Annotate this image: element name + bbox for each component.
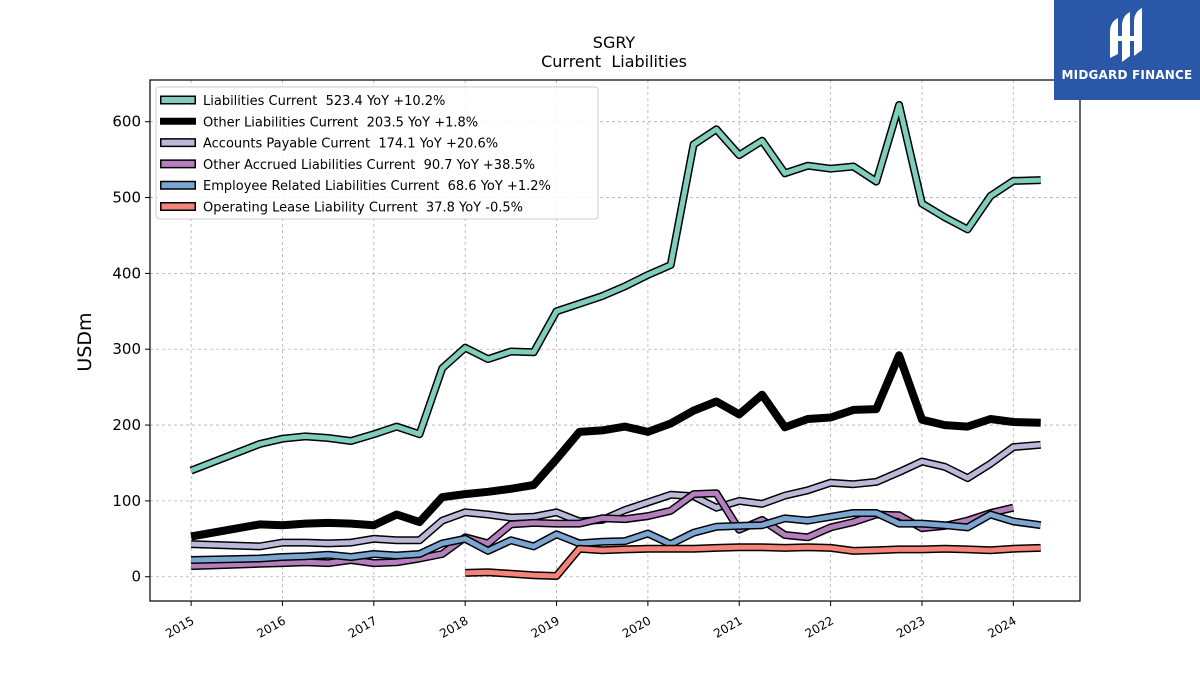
chart-subtitle: Current Liabilities <box>541 52 687 71</box>
series-line <box>190 102 1041 473</box>
midgard-logo-icon <box>1110 8 1142 62</box>
chart-title: SGRY <box>593 33 636 52</box>
legend-label: Employee Related Liabilities Current 68.… <box>203 179 551 194</box>
y-tick-label: 200 <box>112 416 141 434</box>
legend-box <box>155 86 599 220</box>
x-tick-label: 2017 <box>346 613 379 640</box>
plot-area: 0 100 200 300 400 500 600 2015 2016 2017 2018 2019 2… <box>112 79 1081 641</box>
legend-label: Other Accrued Liabilities Current 90.7 Y… <box>203 158 535 173</box>
plot-frame <box>149 79 1081 602</box>
y-tick-label: 100 <box>112 492 141 510</box>
legend-item: Other Liabilities Current 203.5 YoY +1.8… <box>160 115 478 130</box>
legend-item: Operating Lease Liability Current 37.8 Y… <box>160 201 523 216</box>
x-tick-label: 2019 <box>529 613 562 640</box>
x-tick-label: 2022 <box>803 613 836 640</box>
series-1 <box>190 351 1041 541</box>
series-line-outline <box>465 543 1041 580</box>
series-line <box>191 510 1042 563</box>
series-line <box>465 544 1041 579</box>
x-tick-label: 2018 <box>437 613 470 640</box>
x-tick-label: 2023 <box>894 613 927 640</box>
x-tick-label: 2021 <box>711 613 744 640</box>
legend-label: Operating Lease Liability Current 37.8 Y… <box>203 201 523 216</box>
legend-item: Liabilities Current 523.4 YoY +10.2% <box>160 94 445 109</box>
series-0 <box>189 101 1041 475</box>
legend-item: Accounts Payable Current 174.1 YoY +20.6… <box>160 137 498 152</box>
y-tick-label: 500 <box>112 189 141 207</box>
legend-label: Accounts Payable Current 174.1 YoY +20.6… <box>203 137 498 152</box>
y-tick-label: 400 <box>112 264 141 282</box>
legend-label: Other Liabilities Current 203.5 YoY +1.8… <box>203 115 478 130</box>
series-4 <box>191 509 1042 564</box>
y-tick-label: 300 <box>112 340 141 358</box>
legend-item: Employee Related Liabilities Current 68.… <box>160 179 551 194</box>
series-2 <box>190 440 1042 551</box>
series-line <box>190 351 1041 541</box>
y-tick-label: 600 <box>112 113 141 131</box>
series-line-outline <box>190 440 1042 551</box>
x-tick-label: 2016 <box>255 613 288 640</box>
series-line <box>191 442 1041 549</box>
legend-label: Liabilities Current 523.4 YoY +10.2% <box>203 94 445 109</box>
x-tick-label: 2015 <box>163 613 196 640</box>
x-tick-label: 2024 <box>985 613 1018 640</box>
brand-name: MIDGARD FINANCE <box>1061 68 1193 82</box>
legend: Liabilities Current 523.4 YoY +10.2% Othe… <box>155 86 599 220</box>
y-tick-label: 0 <box>131 568 141 586</box>
x-tick-label: 2020 <box>620 613 653 640</box>
y-axis-label: USDm <box>74 312 96 371</box>
series-5 <box>465 543 1041 580</box>
legend-item: Other Accrued Liabilities Current 90.7 Y… <box>160 158 535 173</box>
brand-logo: MIDGARD FINANCE <box>1054 0 1200 100</box>
